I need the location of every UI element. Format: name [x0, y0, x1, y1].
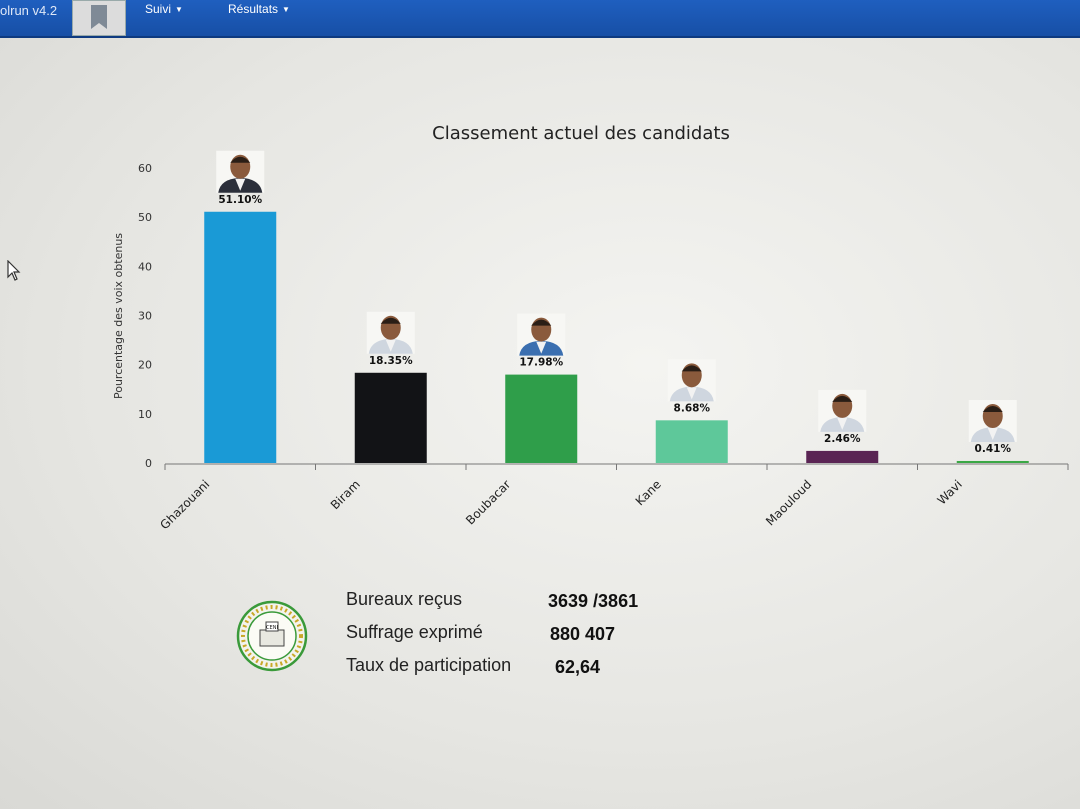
category-label: Boubacar [463, 477, 513, 527]
nav-resultats-label: Résultats [228, 2, 279, 16]
taux-label: Taux de participation [346, 655, 512, 675]
ceni-seal-logo: CENI [236, 600, 308, 672]
top-navbar: olrun v4.2 Suivi ▼ Résultats ▼ [0, 0, 1080, 38]
y-tick-label: 10 [138, 408, 152, 421]
y-axis: 0 10 20 30 40 50 60 [138, 162, 152, 470]
value-label: 2.46% [824, 433, 861, 445]
candidate-photo-icon [366, 311, 415, 354]
svg-text:CENI: CENI [266, 625, 278, 631]
x-axis [164, 463, 1069, 470]
bar-kane[interactable] [655, 420, 728, 463]
candidate-photo-icon [517, 313, 566, 356]
bar-series [204, 211, 1029, 463]
value-label: 8.68% [674, 402, 711, 414]
chart-title: Classement actuel des candidats [432, 123, 730, 144]
bureaux-value: 3639 /3861 [548, 591, 639, 611]
suffrage-value: 880 407 [550, 624, 616, 644]
candidate-photos [216, 150, 1017, 442]
bar-maouloud[interactable] [806, 450, 879, 463]
candidate-photo-icon [216, 150, 265, 193]
category-label: Maouloud [763, 477, 814, 528]
mouse-cursor-icon [7, 260, 21, 281]
y-tick-label: 50 [138, 211, 152, 224]
bar-wavi[interactable] [956, 460, 1029, 463]
bar-boubacar[interactable] [505, 374, 578, 463]
bar-ghazouani[interactable] [204, 211, 277, 463]
bureaux-label: Bureaux reçus [346, 589, 463, 609]
chevron-down-icon: ▼ [282, 5, 290, 15]
nav-suivi-label: Suivi [145, 2, 172, 16]
app-logo[interactable] [72, 0, 126, 36]
y-tick-label: 20 [138, 359, 152, 372]
y-axis-label: Pourcentage des voix obtenus [112, 233, 125, 399]
nav-resultats-menu[interactable]: Résultats ▼ [228, 2, 290, 16]
app-brand[interactable]: olrun v4.2 [0, 3, 58, 18]
candidate-photo-icon [667, 359, 716, 402]
category-label: Wavi [935, 477, 965, 507]
chevron-down-icon: ▼ [175, 5, 183, 15]
logo-icon [91, 5, 107, 29]
nav-suivi-menu[interactable]: Suivi ▼ [145, 2, 183, 16]
y-tick-label: 0 [145, 457, 152, 470]
category-label: Kane [633, 477, 664, 508]
value-label: 18.35% [369, 355, 413, 367]
value-labels: 51.10% 18.35% 17.98% 8.68% 2.46% 0.41% [218, 194, 1011, 455]
y-tick-label: 40 [138, 260, 152, 273]
taux-value: 62,64 [555, 657, 601, 677]
candidate-photo-icon [968, 399, 1017, 442]
value-label: 0.41% [975, 443, 1012, 455]
y-tick-label: 30 [138, 310, 152, 323]
value-label: 51.10% [218, 194, 262, 206]
category-labels: Ghazouani Biram Boubacar Kane Maouloud Wavi [157, 477, 965, 532]
bar-biram[interactable] [354, 372, 427, 463]
y-tick-label: 60 [138, 162, 152, 175]
category-label: Ghazouani [157, 477, 212, 532]
candidate-photo-icon [818, 389, 867, 432]
value-label: 17.98% [519, 357, 563, 369]
suffrage-label: Suffrage exprimé [346, 622, 483, 642]
category-label: Biram [328, 477, 363, 512]
